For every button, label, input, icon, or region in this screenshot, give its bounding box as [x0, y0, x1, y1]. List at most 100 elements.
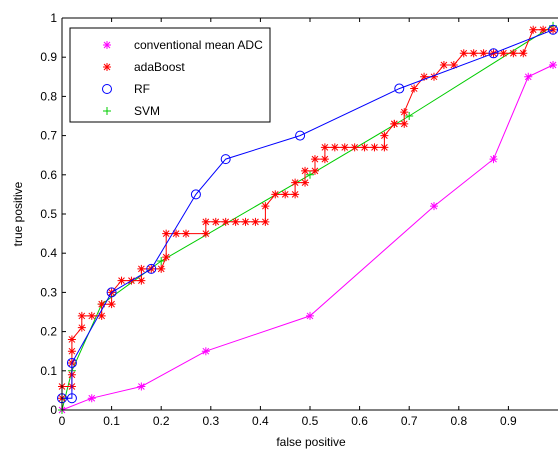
data-point-adaboost: [400, 119, 409, 128]
legend-box: [69, 27, 271, 123]
data-point-adaboost: [97, 300, 106, 309]
data-point-adaboost: [320, 143, 329, 152]
data-point-conventional-mean-adc: [87, 394, 96, 403]
x-tick-label: 0.5: [302, 414, 319, 428]
data-point-rf: [106, 287, 117, 298]
data-point-conventional-mean-adc: [430, 202, 438, 211]
data-point-adaboost: [137, 276, 146, 285]
data-point-conventional-mean-adc: [306, 311, 314, 320]
data-point-adaboost: [281, 190, 290, 199]
data-point-adaboost: [390, 119, 399, 128]
data-point-adaboost: [469, 49, 478, 58]
data-point-adaboost: [439, 61, 448, 70]
x-tick-label: 0.7: [401, 414, 418, 428]
data-point-adaboost: [301, 166, 310, 175]
data-point-adaboost: [261, 202, 270, 211]
data-point-rf: [66, 357, 77, 368]
data-point-adaboost: [201, 217, 210, 226]
data-point-adaboost: [67, 347, 76, 356]
data-point-adaboost: [549, 25, 558, 34]
data-point-rf: [394, 83, 405, 94]
data-point-rf: [295, 130, 306, 141]
x-tick-label: 0.4: [252, 414, 269, 428]
y-tick-label: 0.1: [40, 364, 57, 378]
legend-label-svm: SVM: [134, 104, 160, 118]
data-point-adaboost: [529, 25, 538, 34]
y-tick-label: 0.6: [40, 168, 57, 182]
x-tick-label: 0.3: [202, 414, 219, 428]
legend-label-conventional-mean-adc: conventional mean ADC: [134, 38, 263, 52]
data-point-adaboost: [221, 217, 230, 226]
data-point-adaboost: [420, 72, 429, 81]
legend-entry-rf: RF: [102, 82, 150, 96]
data-point-adaboost: [77, 311, 86, 320]
legend-marker-rf: [102, 84, 112, 94]
legend-label-adaboost: adaBoost: [134, 60, 185, 74]
data-point-rf: [488, 48, 499, 59]
y-tick-label: 0.9: [40, 50, 57, 64]
legend-marker-adaboost: [103, 63, 111, 71]
legend-entry-adaboost: adaBoost: [103, 60, 185, 74]
data-point-adaboost: [350, 143, 359, 152]
series-line-rf: [62, 29, 554, 399]
data-point-adaboost: [241, 217, 250, 226]
y-tick-label: 0.5: [40, 207, 57, 221]
data-point-adaboost: [410, 84, 419, 93]
y-tick-label: 1: [50, 11, 57, 25]
data-point-svm: [157, 257, 166, 266]
legend-marker-conventional-mean-adc: [103, 41, 111, 49]
data-point-adaboost: [87, 311, 96, 320]
data-point-adaboost: [301, 178, 310, 187]
data-point-conventional-mean-adc: [489, 155, 498, 164]
data-point-adaboost: [67, 335, 76, 344]
data-point-adaboost: [380, 131, 389, 140]
data-point-rf: [66, 393, 77, 404]
data-point-adaboost: [291, 178, 300, 187]
data-point-adaboost: [172, 229, 181, 238]
data-point-adaboost: [449, 61, 458, 70]
legend: conventional mean ADC adaBoost RF SVM: [69, 27, 271, 123]
data-point-adaboost: [162, 229, 171, 238]
data-point-adaboost: [370, 143, 379, 152]
data-point-adaboost: [117, 276, 126, 285]
legend-label-rf: RF: [134, 82, 150, 96]
ticks-layer: 0 0.1 0.2 0.3 0.4 0.5 0.6 0.7 0.8 0.9 0 0.1 0.2 0.3 0.…: [40, 11, 517, 428]
data-point-adaboost: [400, 108, 409, 117]
y-axis-label: true positive: [11, 181, 25, 246]
x-tick-label: 0.9: [500, 414, 517, 428]
data-point-adaboost: [162, 253, 171, 262]
data-point-adaboost: [539, 25, 548, 34]
data-point-adaboost: [97, 311, 106, 320]
y-tick-label: 0.7: [40, 129, 57, 143]
legend-marker-svm: [103, 107, 111, 115]
y-tick-label: 0: [50, 403, 57, 417]
data-point-adaboost: [77, 323, 86, 332]
x-tick-label: 0.8: [450, 414, 467, 428]
data-point-adaboost: [499, 49, 508, 58]
data-point-adaboost: [330, 143, 339, 152]
data-point-conventional-mean-adc: [137, 382, 146, 391]
data-point-conventional-mean-adc: [201, 347, 210, 356]
data-point-adaboost: [310, 155, 319, 164]
data-point-adaboost: [459, 49, 468, 58]
data-point-rf: [190, 189, 201, 200]
series-adaboost: [58, 25, 558, 403]
data-point-adaboost: [251, 217, 260, 226]
data-point-adaboost: [380, 143, 389, 152]
data-point-svm: [306, 170, 314, 179]
data-point-adaboost: [107, 300, 116, 309]
data-point-adaboost: [340, 143, 349, 152]
x-tick-label: 0.1: [103, 414, 120, 428]
x-tick-label: 0: [59, 414, 66, 428]
data-point-adaboost: [157, 264, 166, 273]
data-point-adaboost: [320, 155, 329, 164]
data-point-adaboost: [271, 190, 280, 199]
data-point-adaboost: [509, 49, 518, 58]
data-point-adaboost: [519, 49, 528, 58]
data-point-rf: [146, 263, 157, 274]
data-point-adaboost: [201, 229, 210, 238]
data-point-svm: [405, 112, 414, 120]
legend-entry-conventional-mean-adc: conventional mean ADC: [103, 38, 263, 52]
y-tick-label: 0.4: [40, 246, 57, 260]
